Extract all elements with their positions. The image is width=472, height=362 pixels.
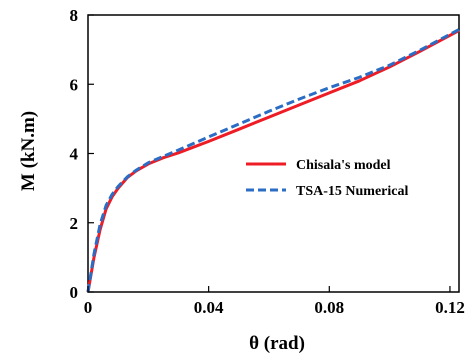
y-axis-ticks: 0 2 4 6 8 bbox=[70, 6, 94, 302]
series-line-tsa15 bbox=[86, 28, 460, 293]
x-tick-label: 0.12 bbox=[435, 298, 465, 317]
x-tick-label: 0.04 bbox=[194, 298, 224, 317]
y-tick-label: 6 bbox=[70, 75, 79, 94]
y-axis-title: M (kN.m) bbox=[18, 111, 39, 191]
x-axis-ticks: 0 0.04 0.08 0.12 bbox=[84, 286, 465, 317]
y-tick-label: 2 bbox=[70, 214, 79, 233]
y-tick-label: 4 bbox=[70, 145, 79, 164]
series-line-chisala bbox=[86, 29, 460, 293]
x-axis-title: θ (rad) bbox=[249, 333, 305, 354]
legend-label-chisala: Chisala's model bbox=[296, 158, 391, 173]
legend: Chisala's model TSA-15 Numerical bbox=[246, 158, 408, 199]
series-layer bbox=[86, 28, 460, 293]
plot-border bbox=[87, 14, 460, 293]
y-tick-label: 8 bbox=[70, 6, 79, 25]
y-tick-label: 0 bbox=[70, 283, 79, 302]
x-tick-label: 0.08 bbox=[314, 298, 344, 317]
x-tick-label: 0 bbox=[84, 298, 93, 317]
plot-area bbox=[87, 14, 460, 293]
legend-label-tsa15: TSA-15 Numerical bbox=[296, 184, 408, 199]
